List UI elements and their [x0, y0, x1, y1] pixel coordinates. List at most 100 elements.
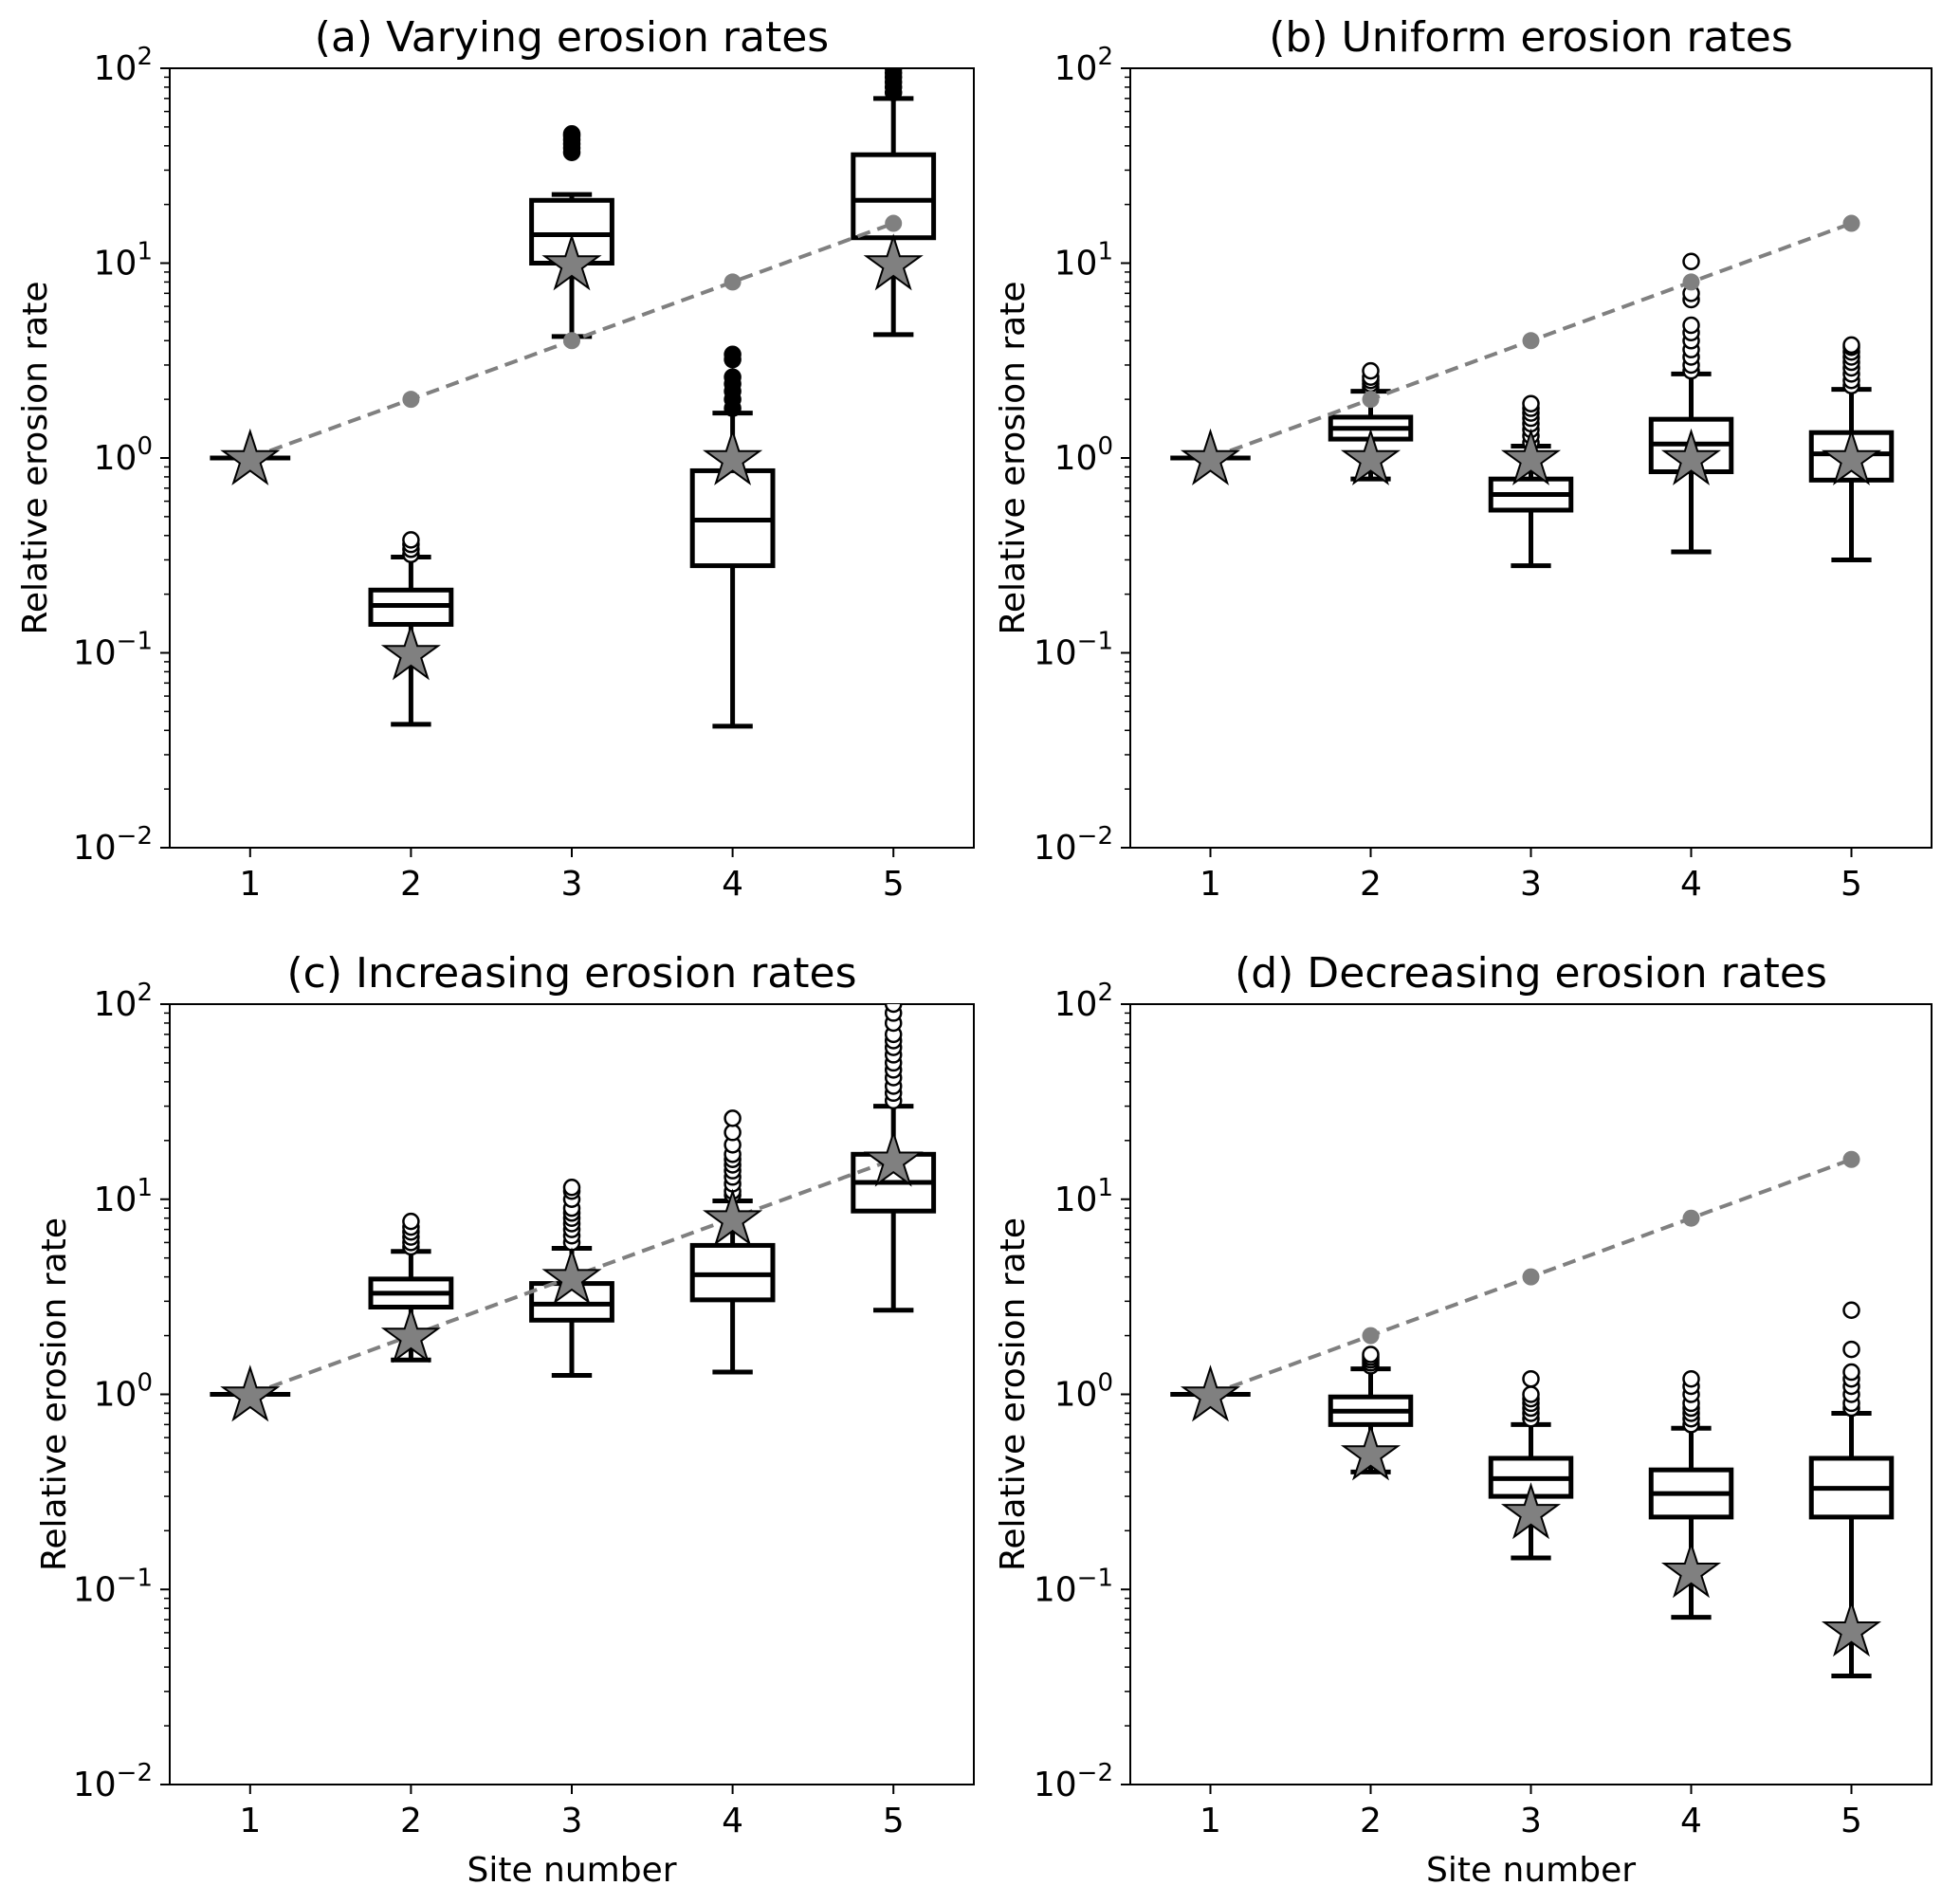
true-value-star — [1180, 1364, 1241, 1422]
flier-point — [724, 345, 742, 364]
true-value-star — [863, 233, 924, 291]
y-tick-label: 101 — [1054, 1174, 1113, 1219]
y-tick-base: 10 — [73, 1570, 117, 1609]
true-value-star — [1500, 1482, 1562, 1540]
y-tick-base: 10 — [73, 1766, 117, 1804]
x-tick-label: 2 — [400, 865, 422, 904]
y-tick-exponent: −2 — [117, 822, 153, 851]
reference-point — [563, 332, 580, 350]
flier-point — [1842, 1363, 1860, 1382]
true-value-star — [1180, 428, 1241, 485]
y-tick-exponent: −2 — [1077, 822, 1113, 851]
true-value-star — [541, 1247, 602, 1305]
y-axis-label: Relative erosion rate — [35, 1217, 74, 1571]
boxplot-site-3 — [529, 125, 614, 339]
reference-point — [1682, 273, 1700, 291]
flier-point — [724, 1109, 742, 1127]
y-tick-label: 101 — [94, 238, 153, 284]
y-tick-label: 102 — [94, 979, 153, 1024]
x-axis-label: Site number — [467, 1851, 676, 1890]
true-value-star — [541, 233, 602, 291]
panel-a: (a) Varying erosion rates Relative erosi… — [16, 13, 975, 904]
flier-point — [1842, 336, 1860, 355]
y-tick-label: 10−1 — [73, 1564, 153, 1609]
y-tick-label: 10−1 — [73, 628, 153, 673]
y-tick-base: 10 — [73, 829, 117, 868]
y-tick-base: 10 — [73, 634, 117, 673]
x-tick-label: 1 — [239, 865, 261, 904]
flier-point — [1522, 1369, 1540, 1388]
flier-point — [1842, 1301, 1860, 1319]
x-axis-label: Site number — [1426, 1851, 1636, 1890]
panel-title: (b) Uniform erosion rates — [1269, 13, 1793, 62]
y-tick-base: 10 — [94, 49, 137, 88]
y-tick-base: 10 — [1054, 1376, 1098, 1415]
y-tick-base: 10 — [94, 1181, 137, 1219]
boxplot-site-2 — [368, 531, 454, 727]
y-tick-exponent: −1 — [1077, 1564, 1113, 1592]
reference-point — [1522, 1268, 1540, 1286]
panel-b: (b) Uniform erosion rates Relative erosi… — [994, 13, 1933, 904]
flier-point — [1842, 1340, 1860, 1359]
panel-c: (c) Increasing erosion rates Relative er… — [35, 949, 975, 1890]
x-tick-label: 1 — [1200, 1802, 1221, 1840]
y-tick-exponent: −1 — [117, 628, 153, 656]
flier-point — [1522, 394, 1540, 412]
x-tick-label: 1 — [239, 1802, 261, 1840]
box — [851, 152, 937, 241]
y-tick-base: 10 — [94, 1376, 137, 1415]
y-tick-label: 10−1 — [1034, 628, 1113, 673]
y-tick-label: 100 — [94, 432, 153, 478]
flier-point — [1362, 1346, 1380, 1364]
x-tick-label: 3 — [1520, 1802, 1542, 1840]
y-tick-label: 101 — [1054, 238, 1113, 284]
x-tick-label: 4 — [722, 865, 743, 904]
y-tick-base: 10 — [94, 439, 137, 478]
true-value-star — [1660, 428, 1722, 485]
x-tick-label: 5 — [1841, 865, 1862, 904]
plot-area — [1170, 214, 1895, 569]
y-tick-exponent: −1 — [117, 1564, 153, 1592]
panel-d: (d) Decreasing erosion rates Relative er… — [994, 949, 1933, 1890]
true-value-star — [863, 1129, 924, 1187]
x-tick-label: 5 — [1841, 1802, 1862, 1840]
boxplot-site-5 — [1808, 1301, 1895, 1679]
flier-point — [1682, 316, 1700, 335]
y-tick-exponent: 0 — [1097, 1369, 1113, 1398]
y-axis-label: Relative erosion rate — [994, 1217, 1033, 1571]
y-tick-exponent: 0 — [1097, 432, 1113, 461]
plot-area — [210, 68, 937, 729]
true-value-star — [380, 623, 441, 681]
panel-title: (d) Decreasing erosion rates — [1235, 949, 1827, 998]
boxplot-site-3 — [1488, 394, 1574, 569]
y-tick-base: 10 — [1054, 439, 1098, 478]
y-tick-exponent: 2 — [137, 43, 153, 71]
y-tick-base: 10 — [1054, 49, 1098, 88]
y-tick-exponent: 0 — [137, 432, 153, 461]
boxplot-site-3 — [529, 1179, 614, 1379]
x-tick-label: 4 — [1680, 1802, 1702, 1840]
plot-area — [1170, 1150, 1895, 1679]
y-tick-exponent: 2 — [1097, 979, 1113, 1007]
flier-point — [562, 125, 581, 143]
y-tick-base: 10 — [1054, 985, 1098, 1024]
y-tick-label: 10−1 — [1034, 1564, 1113, 1609]
y-tick-exponent: 1 — [1097, 238, 1113, 266]
x-tick-label: 2 — [400, 1802, 422, 1840]
y-tick-label: 102 — [94, 43, 153, 88]
true-value-star — [703, 1188, 763, 1246]
x-tick-label: 3 — [561, 865, 583, 904]
x-tick-label: 5 — [883, 865, 905, 904]
true-value-star — [1821, 428, 1882, 485]
y-tick-label: 10−2 — [73, 1759, 153, 1804]
y-tick-exponent: −2 — [1077, 1759, 1113, 1787]
y-tick-exponent: 1 — [137, 1174, 153, 1202]
x-tick-label: 3 — [1520, 865, 1542, 904]
reference-point — [402, 391, 420, 409]
y-tick-base: 10 — [94, 245, 137, 284]
true-value-star — [1500, 428, 1562, 485]
reference-point — [1842, 1150, 1860, 1168]
y-tick-base: 10 — [1054, 245, 1098, 284]
y-tick-label: 100 — [94, 1369, 153, 1415]
true-value-star — [220, 1364, 281, 1422]
